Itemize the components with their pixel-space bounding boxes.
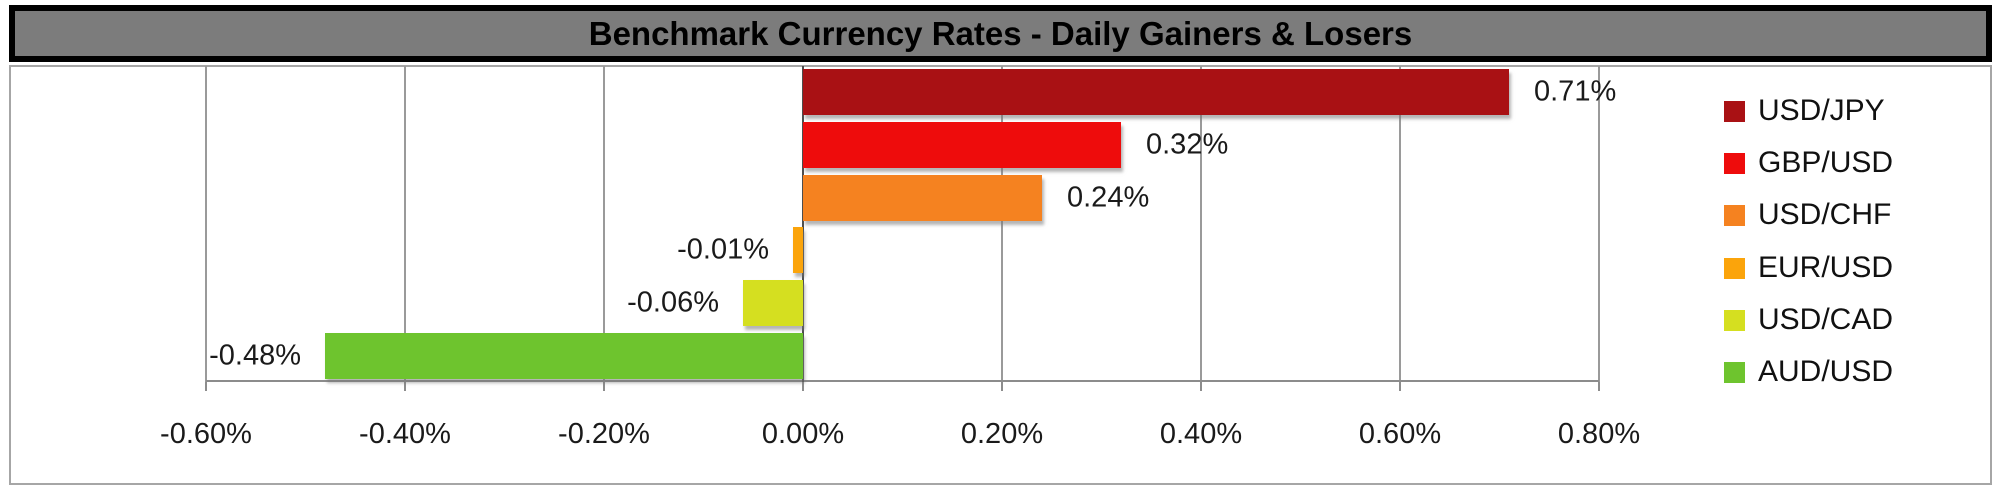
x-tick-label: 0.80%: [1557, 418, 1641, 450]
gridline: [1001, 66, 1003, 382]
legend-label: USD/CHF: [1758, 198, 1892, 231]
chart-title-bar: Benchmark Currency Rates - Daily Gainers…: [9, 5, 1992, 62]
x-tick-label: -0.20%: [558, 418, 650, 450]
x-tick-label: -0.40%: [359, 418, 451, 450]
x-tick-label: 0.00%: [761, 418, 845, 450]
x-tick-label: 0.60%: [1358, 418, 1442, 450]
axis-tick: [1399, 382, 1401, 391]
gridline: [1598, 66, 1600, 382]
axis-tick: [404, 382, 406, 391]
legend-item-eur-usd: EUR/USD: [1724, 251, 1894, 284]
legend-label: EUR/USD: [1758, 251, 1894, 284]
axis-tick: [1001, 382, 1003, 391]
x-tick-label: 0.40%: [1159, 418, 1243, 450]
bar-usd-jpy: [803, 69, 1509, 115]
bar-usd-cad: [743, 280, 803, 326]
legend-label: GBP/USD: [1758, 146, 1894, 179]
bar-value-label: -0.01%: [677, 233, 769, 266]
bar-value-label: 0.32%: [1146, 128, 1229, 161]
axis-tick: [1598, 382, 1600, 391]
chart-area: -0.60% -0.40% -0.20% 0.00% 0.20% 0.40% 0.60% 0.…: [9, 65, 1992, 485]
legend-label: AUD/USD: [1758, 355, 1894, 388]
legend-item-aud-usd: AUD/USD: [1724, 355, 1894, 388]
bar-value-label: -0.06%: [627, 286, 719, 319]
x-tick-label: -0.60%: [160, 418, 252, 450]
x-tick-label: 0.20%: [960, 418, 1044, 450]
legend-item-gbp-usd: GBP/USD: [1724, 146, 1894, 179]
axis-tick: [205, 382, 207, 391]
gridline: [404, 66, 406, 382]
chart-title: Benchmark Currency Rates - Daily Gainers…: [588, 14, 1413, 52]
bar-value-label: -0.48%: [209, 339, 301, 372]
legend-item-usd-cad: USD/CAD: [1724, 303, 1894, 336]
zero-axis-line: [802, 66, 804, 382]
gridline: [1399, 66, 1401, 382]
gridline: [205, 66, 207, 382]
legend-swatch-usd-jpy: [1724, 100, 1745, 122]
legend-label: USD/CAD: [1758, 303, 1894, 336]
axis-tick: [1200, 382, 1202, 391]
legend-swatch-usd-cad: [1724, 309, 1745, 331]
bar-value-label: 0.71%: [1534, 75, 1617, 108]
gridline: [1200, 66, 1202, 382]
legend-item-usd-chf: USD/CHF: [1724, 198, 1892, 231]
legend-swatch-usd-chf: [1724, 204, 1745, 226]
x-axis-line: [206, 380, 1599, 382]
legend-item-usd-jpy: USD/JPY: [1724, 94, 1885, 127]
axis-tick: [603, 382, 605, 391]
legend-label: USD/JPY: [1758, 94, 1885, 127]
axis-tick: [802, 382, 804, 391]
legend-swatch-aud-usd: [1724, 361, 1745, 383]
legend-swatch-gbp-usd: [1724, 152, 1745, 174]
gridline: [603, 66, 605, 382]
legend-swatch-eur-usd: [1724, 257, 1745, 279]
bar-gbp-usd: [803, 122, 1121, 168]
bar-value-label: 0.24%: [1067, 181, 1150, 214]
plot-area: -0.60% -0.40% -0.20% 0.00% 0.20% 0.40% 0.60% 0.…: [160, 66, 1640, 450]
bar-eur-usd: [793, 227, 803, 273]
bar-usd-chf: [803, 175, 1042, 221]
bar-aud-usd: [325, 333, 803, 379]
